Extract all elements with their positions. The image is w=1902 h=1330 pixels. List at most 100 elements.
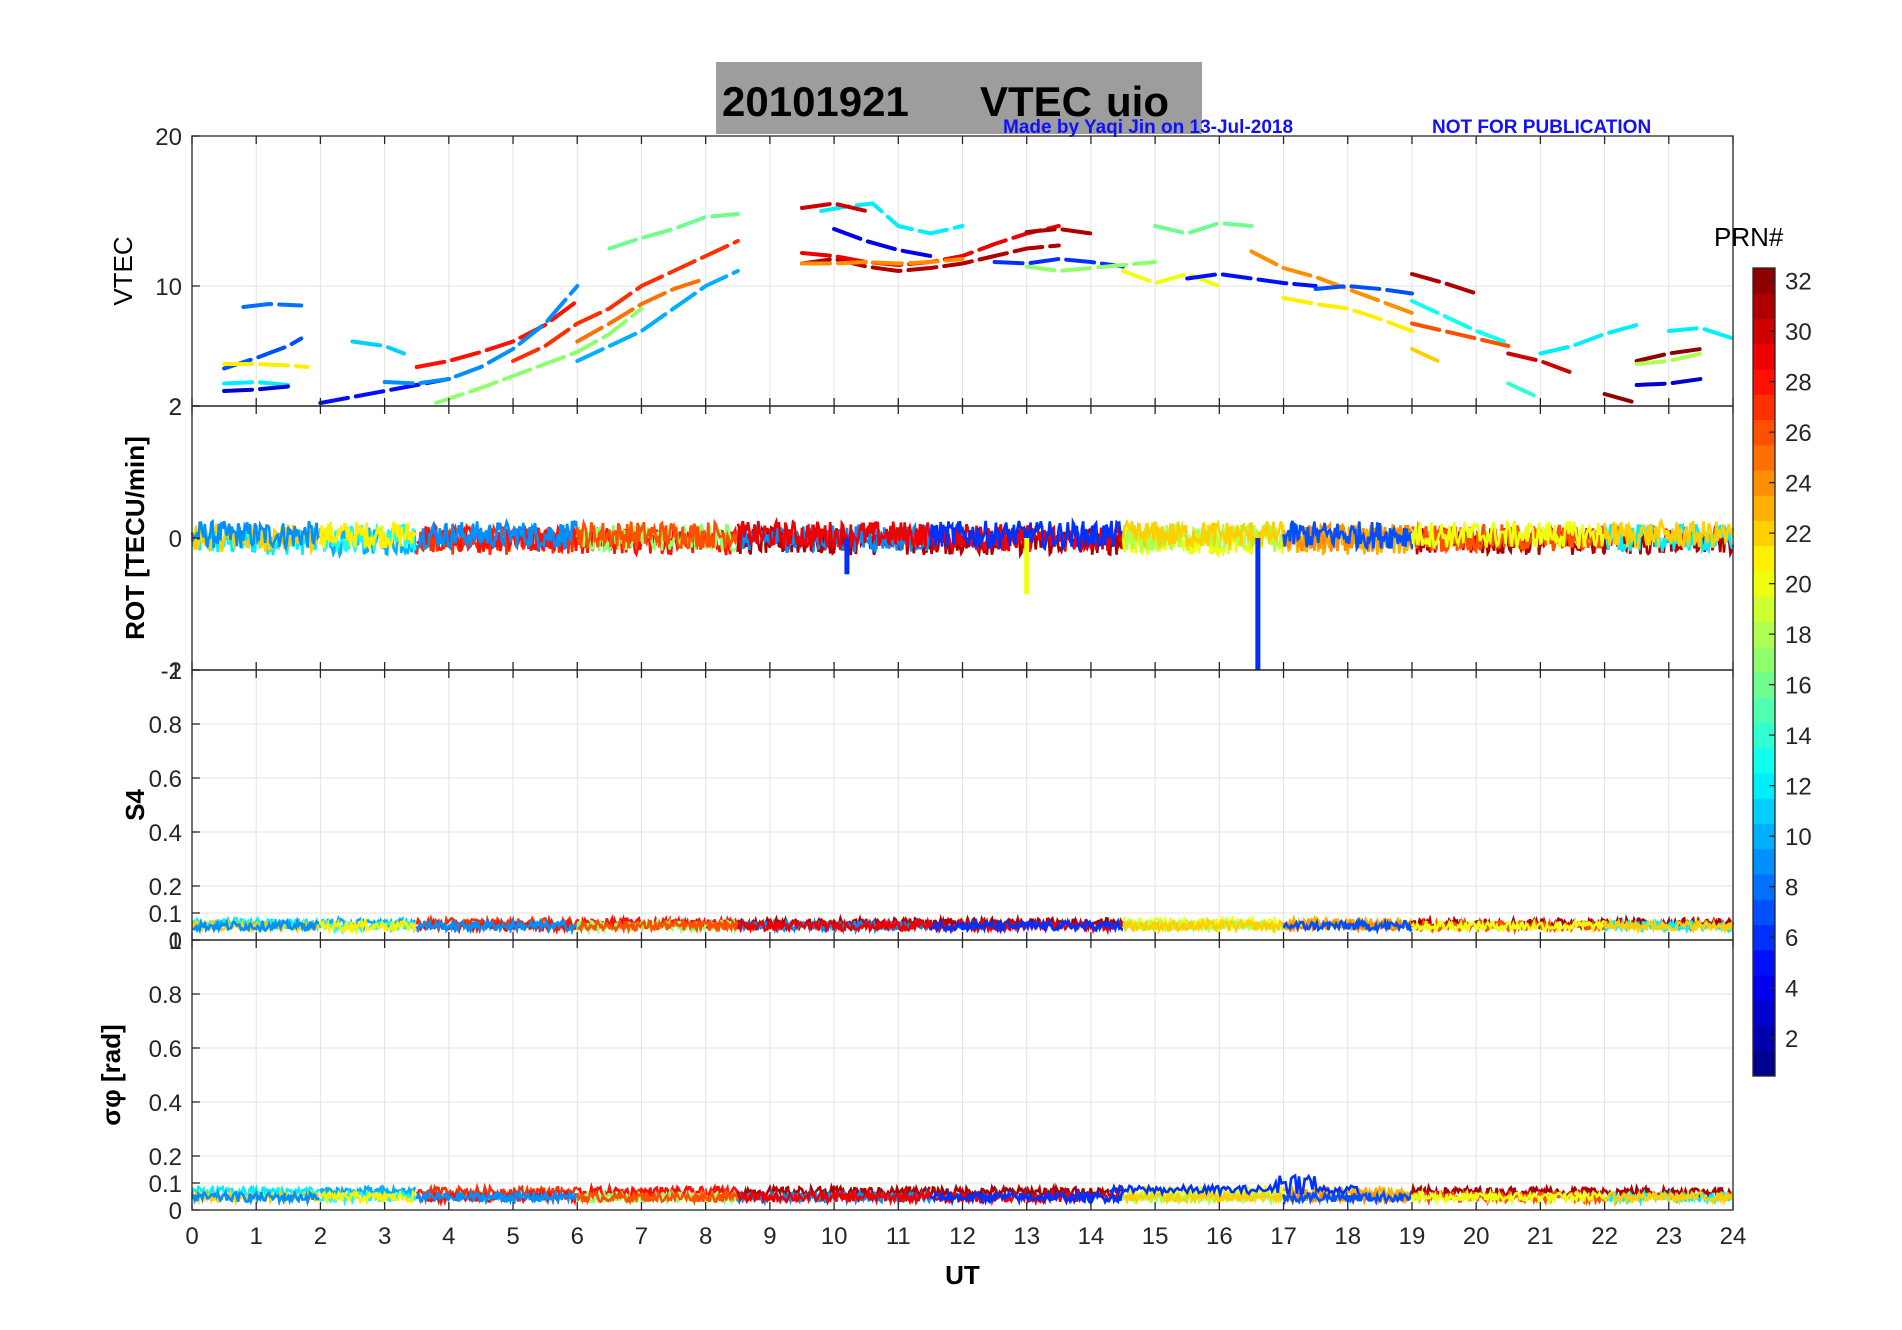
colorbar-swatch <box>1753 293 1775 319</box>
s4-trace-prn20 <box>1410 917 1605 935</box>
rot-trace-prn21 <box>319 521 417 551</box>
credit-notice: NOT FOR PUBLICATION <box>1432 117 1651 138</box>
vtec-track-prn16 <box>607 212 740 251</box>
vtec-track-prn21 <box>222 362 310 369</box>
colorbar-swatch <box>1753 444 1775 471</box>
sigma_phi-trace-prn26 <box>576 1187 740 1207</box>
vtec-track-prn27 <box>511 239 740 363</box>
title-date: 20101921 <box>722 78 909 125</box>
colorbar-swatch <box>1753 369 1775 395</box>
colorbar-swatch <box>1753 1000 1775 1026</box>
data-rot <box>190 516 1735 670</box>
x-tick-label: 9 <box>763 1223 776 1250</box>
y-axis-label-vtec: VTEC <box>108 236 138 305</box>
colorbar-swatch <box>1753 773 1775 799</box>
colorbar-swatch <box>1753 924 1775 951</box>
colorbar-swatch <box>1753 621 1775 648</box>
sigma_phi-trace-prn7 <box>1282 1187 1414 1206</box>
x-tick-label: 12 <box>949 1223 976 1250</box>
colorbar-tick-label: 14 <box>1785 723 1812 750</box>
colorbar-tick-label: 4 <box>1785 976 1798 1003</box>
sigma_phi-trace-prn22 <box>1121 1188 1285 1206</box>
y-tick-label-sigma_phi: 0.8 <box>149 982 182 1009</box>
s4-trace-prn26 <box>576 916 739 935</box>
colorbar-swatch <box>1753 419 1775 446</box>
x-tick-label: 8 <box>699 1223 712 1250</box>
vtec-track-prn14 <box>1506 381 1543 401</box>
colorbar-swatch <box>1753 697 1775 723</box>
colorbar-swatch <box>1753 520 1775 547</box>
vtec-track-prn3 <box>1634 377 1703 387</box>
colorbar-tick-label: 26 <box>1785 420 1812 447</box>
x-tick-label: 3 <box>378 1223 391 1250</box>
vtec-track-prn12 <box>1538 323 1639 356</box>
y-tick-label-s4: 0.8 <box>149 712 182 739</box>
colorbar-tick-label: 24 <box>1785 471 1812 498</box>
colorbar-swatch <box>1753 722 1775 749</box>
y-tick-label-s4: 0.1 <box>149 901 182 928</box>
x-tick-label: 21 <box>1527 1223 1554 1250</box>
s4-trace-prn29 <box>736 916 932 934</box>
x-tick-label: 24 <box>1720 1223 1747 1250</box>
vtec-track-prn4 <box>832 227 933 258</box>
x-tick-label: 10 <box>821 1223 848 1250</box>
colorbar-swatch <box>1753 1025 1775 1052</box>
vtec-track-prn17 <box>1024 260 1158 274</box>
colorbar-swatch <box>1753 596 1775 622</box>
x-tick-label: 14 <box>1078 1223 1105 1250</box>
y-tick-label-rot: 2 <box>169 394 182 421</box>
colorbar-label: PRN# <box>1714 222 1784 252</box>
colorbar-tick-label: 20 <box>1785 572 1812 599</box>
vtec-track-prn21 <box>1281 296 1414 333</box>
colorbar-swatch <box>1753 798 1775 824</box>
sigma_phi-trace-prn29 <box>736 1187 932 1207</box>
colorbar-swatch <box>1753 495 1775 521</box>
vtec-track-prn22 <box>1410 347 1447 366</box>
colorbar-swatch <box>1753 318 1775 345</box>
x-tick-label: 1 <box>250 1223 263 1250</box>
s4-trace-prn22 <box>1603 916 1734 935</box>
colorbar-tick-label: 12 <box>1785 774 1812 801</box>
x-tick-label: 13 <box>1013 1223 1040 1250</box>
y-tick-label-vtec: 20 <box>155 124 182 151</box>
sigma_phi-trace-prn20 <box>1410 1187 1606 1207</box>
colorbar-swatch <box>1753 874 1775 900</box>
colorbar-swatch <box>1753 545 1775 572</box>
y-tick-label-sigma_phi: 0.2 <box>149 1144 182 1171</box>
credit-author: Made by Yaqi Jin on 13-Jul-2018 <box>1003 117 1293 138</box>
vtec-track-prn11 <box>350 339 406 356</box>
y-tick-label-sigma_phi: 0.1 <box>149 1171 182 1198</box>
panel-vtec: 2 10 20 VTEC <box>108 124 1735 421</box>
y-axis-label-rot: ROT [TECU/min] <box>120 436 150 640</box>
vtec-track-prn12 <box>222 379 291 387</box>
sigma_phi-trace-prn6 <box>929 1187 1125 1207</box>
x-tick-label: 15 <box>1142 1223 1169 1250</box>
title-box <box>716 62 1202 134</box>
vtec-track-prn7 <box>1313 283 1414 296</box>
colorbar-tick-label: 10 <box>1785 824 1812 851</box>
x-tick-label: 16 <box>1206 1223 1233 1250</box>
x-tick-label: 6 <box>571 1223 584 1250</box>
colorbar-swatch <box>1753 899 1775 925</box>
y-tick-label-sigma_phi: 0 <box>169 1198 182 1225</box>
sigma_phi-trace-prn9 <box>190 1188 321 1207</box>
vtec-track-prn10 <box>575 269 740 363</box>
y-tick-label-s4: 0.6 <box>149 766 182 793</box>
vtec-track-prn3 <box>222 384 291 393</box>
title-station: uio <box>1106 78 1169 125</box>
colorbar-swatch <box>1753 571 1775 597</box>
y-axis-label-s4: S4 <box>120 789 150 821</box>
s4-trace-prn6 <box>929 917 1125 935</box>
s4-trace-prn22 <box>191 917 320 935</box>
colorbar-tick-label: 2 <box>1785 1026 1798 1053</box>
colorbar-swatch <box>1753 848 1775 875</box>
sigma_phi-trace-prn22 <box>1603 1189 1735 1207</box>
colorbar-tick-label: 16 <box>1785 673 1812 700</box>
sigma_phi-trace-prn9 <box>415 1187 579 1206</box>
sigma_phi-trace-prn12 <box>190 1183 320 1202</box>
y-tick-label-vtec: 10 <box>155 274 182 301</box>
vtec-track-prn6 <box>992 256 1125 269</box>
vtec-track-prn30 <box>800 201 869 213</box>
